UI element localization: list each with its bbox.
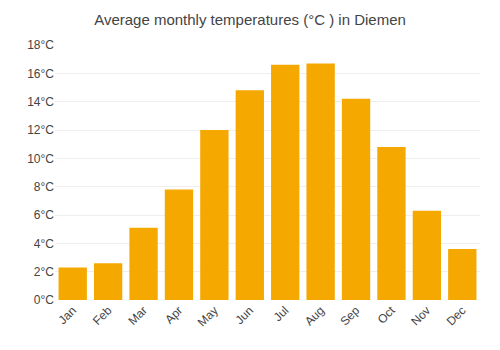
svg-text:16°C: 16°C — [27, 67, 54, 81]
svg-text:10°C: 10°C — [27, 152, 54, 166]
svg-text:Jun: Jun — [233, 303, 257, 327]
svg-text:4°C: 4°C — [34, 237, 54, 251]
svg-text:Mar: Mar — [125, 303, 150, 328]
svg-text:Nov: Nov — [408, 303, 433, 328]
svg-text:2°C: 2°C — [34, 265, 54, 279]
svg-text:6°C: 6°C — [34, 208, 54, 222]
svg-text:0°C: 0°C — [34, 293, 54, 307]
svg-text:May: May — [195, 303, 221, 329]
svg-text:Average monthly temperatures (: Average monthly temperatures (°C ) in Di… — [94, 11, 406, 28]
svg-text:Feb: Feb — [90, 303, 115, 328]
svg-text:Apr: Apr — [162, 303, 185, 326]
svg-text:12°C: 12°C — [27, 123, 54, 137]
svg-text:Dec: Dec — [444, 303, 469, 328]
svg-text:Aug: Aug — [302, 303, 327, 328]
svg-text:Sep: Sep — [337, 303, 362, 328]
svg-text:18°C: 18°C — [27, 38, 54, 52]
svg-text:Jul: Jul — [271, 303, 292, 324]
svg-text:8°C: 8°C — [34, 180, 54, 194]
svg-text:Jan: Jan — [55, 303, 79, 327]
svg-text:Oct: Oct — [375, 303, 399, 327]
svg-text:14°C: 14°C — [27, 95, 54, 109]
